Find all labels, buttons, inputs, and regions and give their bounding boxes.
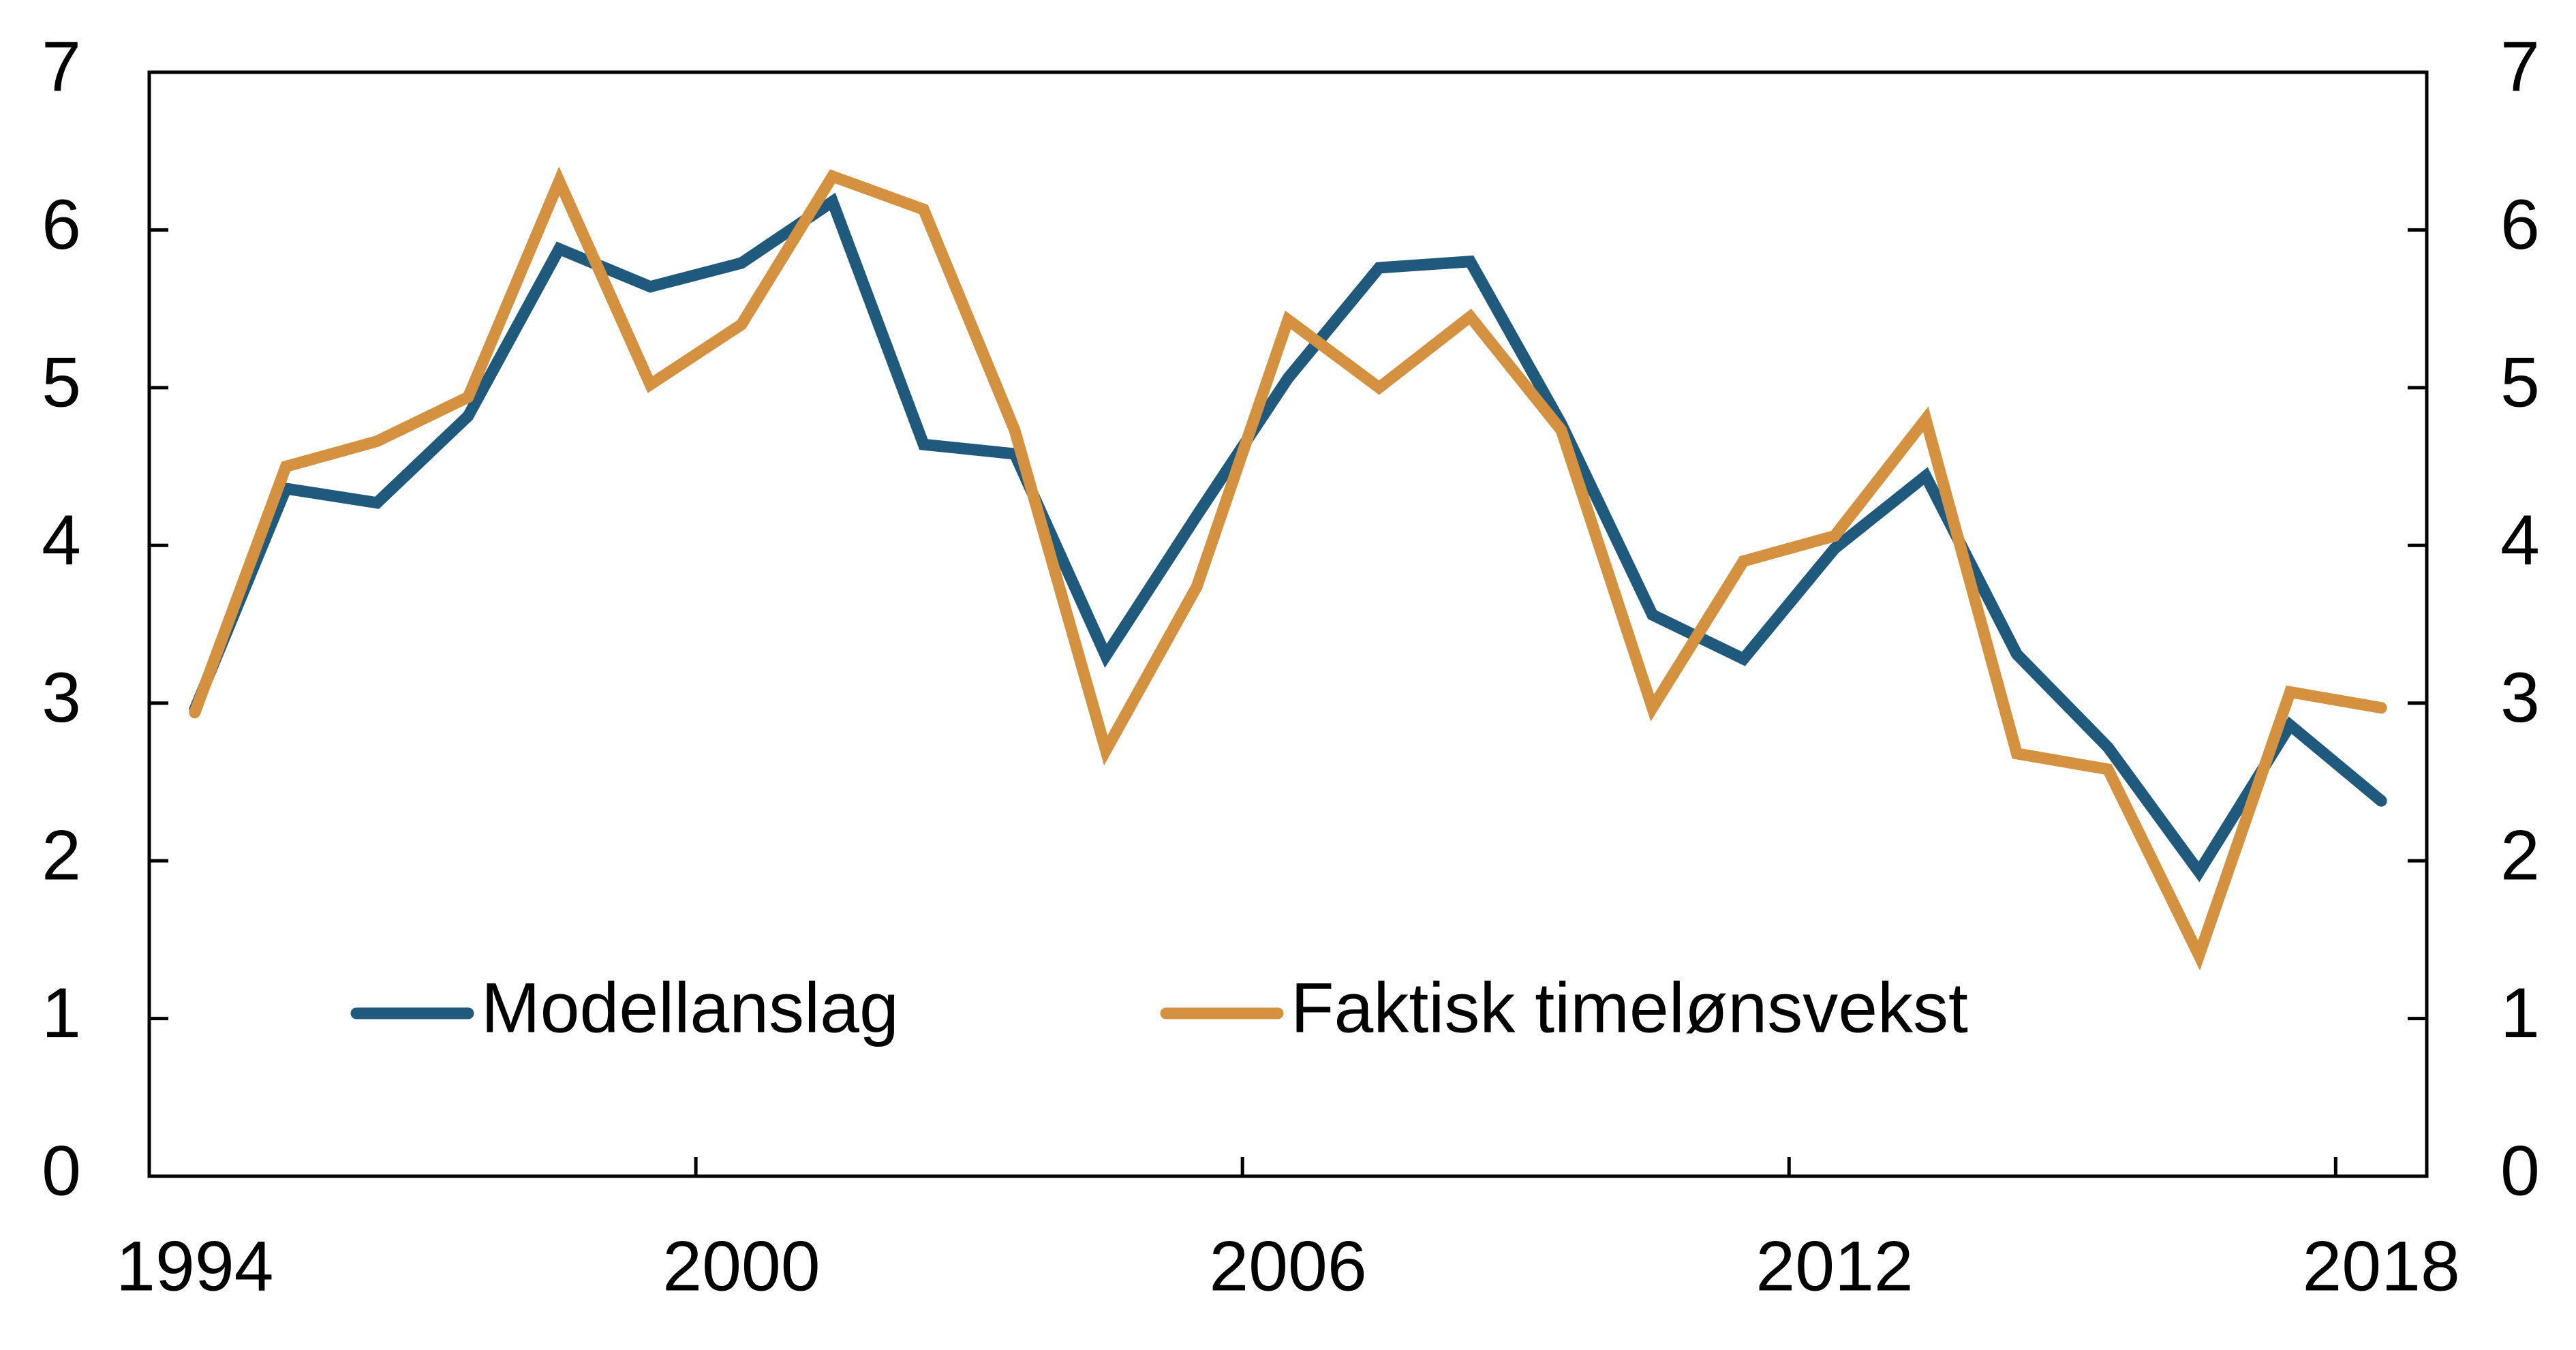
- x-tick-label: 2006: [1209, 1227, 1366, 1306]
- y-tick-label: 3: [42, 658, 81, 737]
- y-tick-label: 4: [42, 501, 81, 580]
- plot-frame: [147, 70, 2429, 1178]
- legend-label: Faktisk timelønsvekst: [1291, 968, 1968, 1047]
- y-tick-label: 0: [42, 1131, 81, 1210]
- y-tick-label: 2: [42, 816, 81, 895]
- x-tick-label: 2012: [1755, 1227, 1913, 1306]
- y2-tick-label: 5: [2500, 343, 2540, 422]
- y2-tick-label: 1: [2500, 974, 2540, 1053]
- series-line: [189, 192, 2387, 883]
- x-tick-label: 2018: [2302, 1227, 2459, 1306]
- y2-tick-label: 3: [2500, 658, 2540, 737]
- y-tick-label: 5: [42, 343, 81, 422]
- y2-tick-label: 7: [2500, 27, 2540, 106]
- y-tick-label: 1: [42, 974, 81, 1053]
- y2-tick-label: 6: [2500, 185, 2540, 264]
- legend-label: Modellanslag: [481, 968, 899, 1047]
- y2-tick-label: 2: [2500, 816, 2540, 895]
- y-tick-label: 6: [42, 185, 81, 264]
- y2-tick-label: 0: [2500, 1131, 2540, 1210]
- x-tick-label: 1994: [116, 1227, 273, 1306]
- y2-tick-label: 4: [2500, 501, 2540, 580]
- y-tick-label: 7: [42, 27, 81, 106]
- series-line: [189, 166, 2387, 971]
- x-tick-label: 2000: [662, 1227, 820, 1306]
